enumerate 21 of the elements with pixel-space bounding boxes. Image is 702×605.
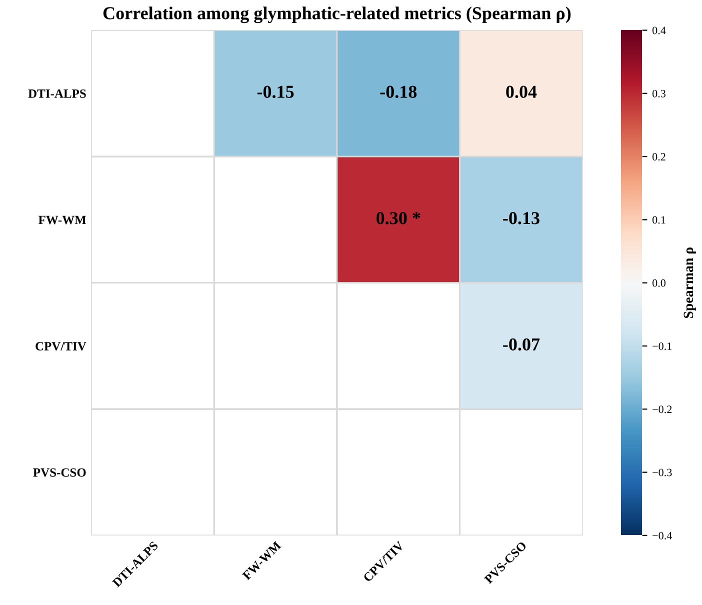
data-label: -0.18: [380, 86, 417, 98]
color-bar-title: Spearman ρ: [684, 247, 696, 318]
color-bar-label: −0.3: [652, 468, 672, 476]
color-bar-label: 0.2: [652, 153, 666, 161]
data-label: 0.30 *: [376, 212, 420, 224]
y-tick-label: PVS-CSO: [33, 468, 86, 477]
color-bar-label: 0.4: [652, 26, 666, 34]
color-bar-label: −0.4: [652, 532, 672, 540]
chart-title: Correlation among glymphatic-related metrics (Spearman ρ): [103, 6, 571, 24]
y-tick-label: FW-WM: [38, 216, 86, 224]
color-bar-label: 0.1: [652, 216, 666, 224]
y-tick-label: CPV/TIV: [36, 342, 86, 351]
y-tick-label: DTI-ALPS: [28, 89, 86, 98]
color-bar-label: −0.2: [652, 406, 672, 414]
color-bar-label: −0.1: [652, 342, 672, 350]
color-bar-label: 0.0: [652, 279, 666, 287]
color-bar-label: 0.3: [652, 90, 666, 98]
data-label: -0.15: [257, 86, 294, 98]
data-label: -0.13: [503, 212, 540, 224]
data-label: 0.04: [506, 86, 537, 98]
data-label: -0.07: [503, 338, 540, 351]
